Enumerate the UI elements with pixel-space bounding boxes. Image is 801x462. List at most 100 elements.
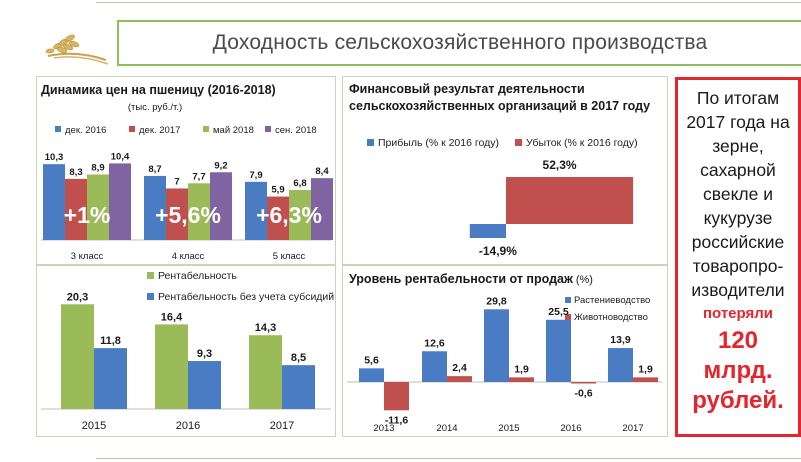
data-label: 8,5 xyxy=(291,352,306,364)
callout-red-amount: 120 млрд. рублей. xyxy=(692,327,784,414)
title-box: Доходность сельскохозяйственного произво… xyxy=(117,20,801,66)
legend-swatch xyxy=(565,297,571,303)
category-label: 2017 xyxy=(622,423,643,434)
data-label: 7 xyxy=(174,176,179,187)
legend-swatch xyxy=(55,126,61,132)
bar xyxy=(61,304,94,409)
bar xyxy=(282,365,315,409)
bar xyxy=(484,309,509,382)
profitability-chart: Рентабельность Рентабельность без учета с… xyxy=(41,270,334,432)
category-label: 2016 xyxy=(560,423,581,434)
chart-title: Финансовый результат деятельности сельск… xyxy=(349,82,651,113)
data-label: -14,9% xyxy=(479,244,517,258)
legend-swatch xyxy=(515,139,522,146)
bar xyxy=(155,324,188,409)
bar xyxy=(384,382,409,411)
data-label: -11,6 xyxy=(385,414,409,426)
bar xyxy=(109,163,131,240)
page-title: Доходность сельскохозяйственного произво… xyxy=(212,31,708,54)
bar xyxy=(633,377,658,382)
bar xyxy=(509,377,534,382)
data-label: 9,3 xyxy=(197,348,212,360)
legend-swatch xyxy=(203,126,209,132)
bar xyxy=(311,178,333,240)
bar xyxy=(144,175,166,240)
bar xyxy=(249,335,282,409)
data-label: 52,3% xyxy=(543,158,577,172)
bar xyxy=(447,376,472,382)
legend-swatch xyxy=(565,314,571,320)
category-label: 3 класс xyxy=(71,251,104,262)
legend-swatch xyxy=(129,126,135,132)
legend-swatch xyxy=(147,293,154,300)
data-label: 7,7 xyxy=(192,171,205,182)
data-label: 8,9 xyxy=(91,162,104,173)
category-label: 5 класс xyxy=(273,251,306,262)
data-label: 8,7 xyxy=(148,164,161,175)
data-label: 10,3 xyxy=(45,152,64,163)
chart-title-main: Уровень рентабельности от продаж xyxy=(349,272,573,286)
bar xyxy=(188,361,221,409)
legend-label: Рентабельность xyxy=(158,270,237,282)
legend-label: дек. 2017 xyxy=(139,125,180,136)
wheat-price-panel: Динамика цен на пшеницу (2016-2018) (тыс… xyxy=(36,76,336,265)
financial-result-chart: Финансовый результат деятельности сельск… xyxy=(349,82,651,258)
bar xyxy=(267,196,289,240)
loss-callout: По итогам 2017 года на зерне, сахарной с… xyxy=(675,77,801,437)
data-label: 2,4 xyxy=(452,362,467,374)
bar xyxy=(469,224,506,238)
callout-text: По итогам 2017 года на зерне, сахарной с… xyxy=(686,88,790,300)
data-label: 1,9 xyxy=(514,363,529,375)
data-label: 8,3 xyxy=(69,167,82,178)
data-label: 12,6 xyxy=(424,337,445,349)
bar xyxy=(608,348,633,382)
data-label: 6,8 xyxy=(293,178,306,189)
chart-title: Динамика цен на пшеницу (2016-2018) xyxy=(41,83,276,97)
data-label: 16,4 xyxy=(161,311,183,323)
legend-swatch xyxy=(265,126,271,132)
change-annotation: +1% xyxy=(64,202,111,228)
bar xyxy=(65,178,87,240)
chart-title-unit: (%) xyxy=(576,274,593,286)
bar xyxy=(87,174,109,240)
legend-label: Убыток (% к 2016 году) xyxy=(526,137,638,149)
legend-label: май 2018 xyxy=(213,125,254,136)
wheat-price-chart: Динамика цен на пшеницу (2016-2018) (тыс… xyxy=(41,83,333,262)
top-divider xyxy=(96,2,801,3)
data-label: 29,8 xyxy=(486,295,507,307)
data-label: 9,2 xyxy=(214,160,227,171)
category-label: 2016 xyxy=(176,420,200,432)
change-annotation: +6,3% xyxy=(256,202,322,228)
bar xyxy=(188,183,210,240)
category-label: 2017 xyxy=(270,420,294,432)
category-label: 2015 xyxy=(82,420,106,432)
sales-profitability-panel: Уровень рентабельности от продаж (%) Раст… xyxy=(342,265,668,437)
bar xyxy=(571,382,596,384)
category-label: 2015 xyxy=(498,423,519,434)
legend-label: Рентабельность без учета субсидий xyxy=(158,291,334,303)
sales-profitability-chart: Уровень рентабельности от продаж (%) Раст… xyxy=(347,272,662,434)
category-label: 4 класс xyxy=(172,251,205,262)
legend-label: Прибыль (% к 2016 году) xyxy=(378,137,499,149)
data-label: 20,3 xyxy=(67,291,88,303)
profitability-panel: Рентабельность Рентабельность без учета с… xyxy=(36,265,336,437)
callout-red-verb: потеряли xyxy=(702,305,773,322)
bar xyxy=(422,351,447,382)
data-label: 7,9 xyxy=(249,170,262,181)
legend-swatch xyxy=(367,139,374,146)
bar xyxy=(359,368,384,382)
data-label: 5,6 xyxy=(364,354,379,366)
legend-label: Животноводство xyxy=(574,312,648,323)
bar xyxy=(210,172,232,240)
chart-subtitle: (тыс. руб./т.) xyxy=(128,102,182,113)
bottom-divider xyxy=(96,458,801,459)
data-label: 11,8 xyxy=(100,335,121,347)
data-label: 14,3 xyxy=(255,322,276,334)
data-label: 13,9 xyxy=(610,334,631,346)
legend-label: сен. 2018 xyxy=(275,125,317,136)
category-label: 2013 xyxy=(373,423,394,434)
category-label: 2014 xyxy=(436,423,457,434)
bar xyxy=(506,177,634,224)
bar xyxy=(546,319,571,382)
bar xyxy=(245,181,267,240)
